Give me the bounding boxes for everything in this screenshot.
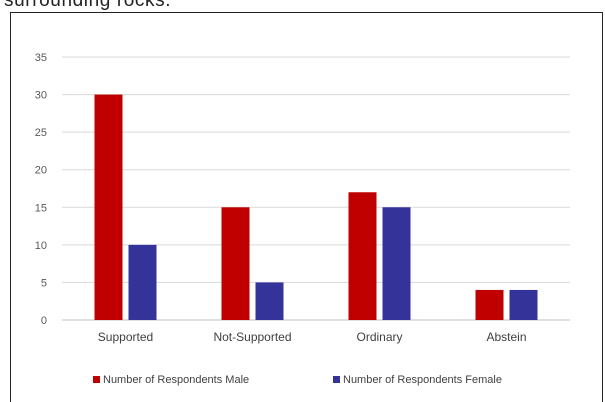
bar-supported-series-2	[128, 244, 157, 320]
x-category-label: Ordinary	[356, 330, 402, 344]
y-tick-label: 5	[41, 277, 47, 289]
y-tick-label: 25	[35, 127, 47, 139]
x-category-label: Abstein	[486, 330, 526, 344]
y-axis-ticks: 0 5 10 15 20 25 30 35	[35, 52, 47, 327]
y-tick-label: 20	[35, 165, 47, 177]
bar-ordinary-series-1	[348, 192, 377, 320]
bar-abstein-series-2	[509, 289, 538, 320]
legend-label-2: Number of Respondents Female	[343, 374, 502, 386]
y-tick-label: 10	[35, 240, 47, 252]
bar-abstein-series-1	[475, 289, 504, 320]
legend-label-1: Number of Respondents Male	[103, 374, 249, 386]
y-tick-label: 0	[41, 315, 47, 327]
x-category-label: Supported	[98, 330, 153, 344]
bar-ordinary-series-2	[382, 207, 411, 320]
legend: Number of Respondents Male Number of Resp…	[93, 374, 502, 386]
chart-frame	[10, 12, 603, 402]
bar-not-supported-series-1	[221, 207, 250, 320]
bar-supported-series-1	[94, 94, 123, 320]
caption-fragment: surrounding rocks.	[4, 0, 172, 11]
x-category-label: Not-Supported	[213, 330, 291, 344]
y-tick-label: 30	[35, 90, 47, 102]
legend-swatch-2	[333, 376, 340, 383]
bar-not-supported-series-2	[255, 282, 284, 320]
legend-swatch-1	[93, 376, 100, 383]
y-tick-label: 15	[35, 202, 47, 214]
y-tick-label: 35	[35, 52, 47, 64]
x-axis-categories: Supported Not-Supported Ordinary Abstein	[98, 330, 527, 344]
bars	[94, 94, 538, 320]
